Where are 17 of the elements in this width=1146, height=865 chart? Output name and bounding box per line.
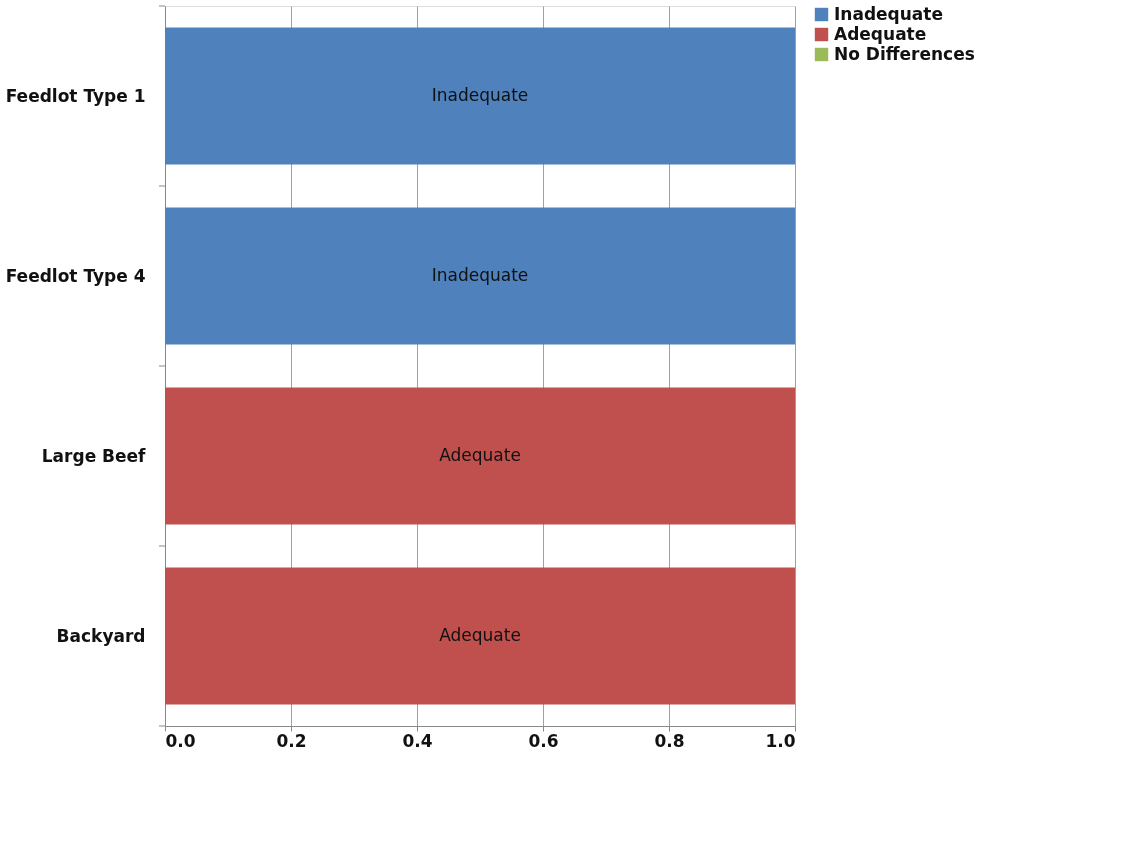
y-tick-label: Feedlot Type 1 xyxy=(5,85,146,106)
x-tick-label: 0.2 xyxy=(276,730,307,751)
x-tick-label: 0.6 xyxy=(528,730,559,751)
data-label: Inadequate xyxy=(431,85,529,105)
legend-label: Adequate xyxy=(834,23,927,44)
legend-label: No Differences xyxy=(834,43,975,64)
y-tick-label: Large Beef xyxy=(41,445,147,466)
x-tick-label: 1.0 xyxy=(765,730,796,751)
x-tick-label: 0.4 xyxy=(402,730,433,751)
data-label: Adequate xyxy=(439,445,521,465)
y-tick-label: Backyard xyxy=(56,625,146,646)
data-label: Inadequate xyxy=(431,265,529,285)
data-label: Adequate xyxy=(439,625,521,645)
legend-label: Inadequate xyxy=(834,3,943,24)
y-tick-label: Feedlot Type 4 xyxy=(5,265,146,286)
x-tick-label: 0.8 xyxy=(654,730,685,751)
x-tick-label: 0.0 xyxy=(165,730,196,751)
